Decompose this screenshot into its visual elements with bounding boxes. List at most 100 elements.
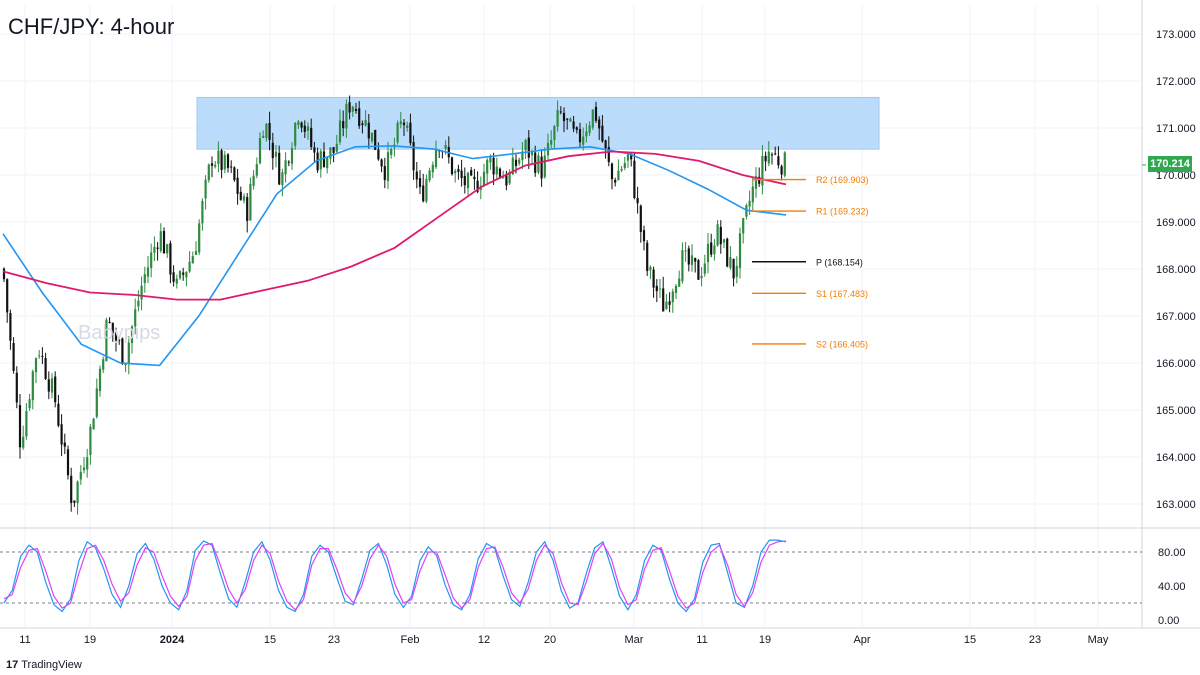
candle-body [18,405,22,448]
candle [591,109,594,131]
candle-body [374,129,377,150]
candle-body [319,151,322,170]
candle [28,393,31,411]
candle-body [258,137,262,164]
candle-body [9,312,12,341]
candle [684,241,687,262]
candle-body [521,151,524,161]
candle-body [284,160,287,175]
candle-body [658,288,662,290]
candle-body [98,368,102,391]
candle [137,290,140,312]
candle-body [82,467,86,471]
candle [399,111,402,129]
candle-body [572,121,575,129]
candle [313,141,316,163]
candle-body [351,106,354,112]
candle [319,148,322,178]
candle-body [242,196,246,201]
candle-body [463,175,466,186]
candle [690,244,694,272]
candle-body [86,457,89,470]
candle [127,336,130,375]
candle [710,233,713,258]
candle [668,292,671,313]
candle-body [50,378,54,393]
candle [665,293,668,310]
candle [470,166,473,177]
candle [694,257,697,273]
candle [524,138,527,159]
stoch-tick-label: 80.00 [1158,547,1186,559]
candle-body [354,109,358,112]
candle-body [770,154,774,156]
last-price-label: 170.214 [1148,156,1192,172]
candle-body [428,170,431,181]
candle [217,141,220,173]
candle [585,123,588,143]
candle [610,162,614,190]
candle [134,298,137,335]
candle [390,147,393,159]
candle-body [73,500,76,503]
candle [271,132,274,170]
candle-body [649,266,652,271]
candle [486,158,489,184]
candle-body [406,125,409,128]
candle-body [143,274,146,283]
candle [159,223,162,253]
candle [518,157,521,166]
candle-body [102,359,105,370]
candle [230,160,233,173]
pivot-level: R1 (169.232) [752,207,869,217]
candle-body [748,200,751,207]
candle-body [70,475,73,504]
candle-body [582,136,585,145]
candle [25,403,28,440]
candle-body [425,178,428,202]
pivot-level: R2 (169.903) [752,175,869,185]
candle [754,167,758,198]
candle [358,100,361,129]
candle-body [201,200,204,224]
candle [146,255,150,284]
candle [649,265,652,280]
candle-body [370,132,374,142]
candle [751,177,754,211]
candle-body [566,118,569,120]
time-tick-label: May [1088,634,1109,646]
candle-body [652,269,655,288]
candle-body [172,272,175,282]
candle-body [594,106,598,121]
candle-body [665,301,668,309]
candle [594,101,598,123]
candle-body [92,418,95,430]
candle-body [390,148,393,155]
candle [214,160,217,169]
candle [482,163,486,187]
candle-body [473,176,476,180]
candle [236,168,239,205]
price-tick-label: 172.000 [1156,76,1196,88]
tradingview-logo[interactable]: 17 TradingView [6,659,82,671]
candle-body [338,120,342,143]
candle [492,152,495,185]
candle-body [310,127,313,147]
candle [162,227,166,254]
candle [89,424,92,465]
candle-body [505,175,508,186]
candle [706,233,710,274]
candle-body [44,358,47,379]
candle-body [274,151,278,157]
candle [383,157,386,189]
candle-body [111,322,114,333]
candle [143,266,146,293]
candle [239,186,242,201]
candle-body [466,172,470,189]
price-tick-label: 166.000 [1156,358,1196,370]
candle [361,120,364,134]
candle-body [95,388,98,417]
candle-body [409,122,412,144]
candle [41,347,44,365]
candle-body [294,123,297,146]
